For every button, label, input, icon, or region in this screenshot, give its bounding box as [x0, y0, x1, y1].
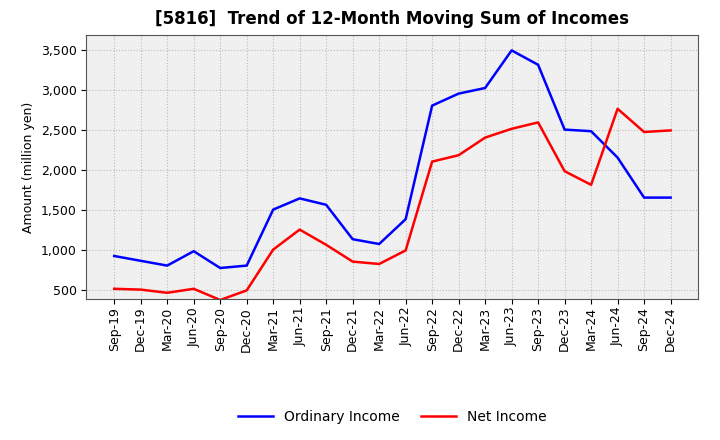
Line: Net Income: Net Income [114, 109, 670, 300]
Net Income [481, 135, 490, 140]
Ordinary Income [189, 249, 198, 254]
Ordinary Income [110, 253, 119, 259]
Ordinary Income [428, 103, 436, 108]
Ordinary Income [269, 207, 277, 212]
Ordinary Income [587, 128, 595, 134]
Net Income [560, 169, 569, 174]
Net Income [322, 242, 330, 247]
Net Income [110, 286, 119, 291]
Net Income [269, 247, 277, 252]
Ordinary Income [348, 237, 357, 242]
Net Income [216, 297, 225, 303]
Legend: Ordinary Income, Net Income: Ordinary Income, Net Income [233, 404, 552, 429]
Ordinary Income [534, 62, 542, 67]
Ordinary Income [136, 258, 145, 264]
Net Income [136, 287, 145, 292]
Net Income [587, 182, 595, 187]
Net Income [348, 259, 357, 264]
Ordinary Income [295, 196, 304, 201]
Net Income [401, 248, 410, 253]
Ordinary Income [243, 263, 251, 268]
Ordinary Income [454, 91, 463, 96]
Ordinary Income [508, 48, 516, 53]
Net Income [534, 120, 542, 125]
Net Income [640, 129, 649, 135]
Ordinary Income [216, 265, 225, 271]
Net Income [163, 290, 171, 295]
Ordinary Income [401, 216, 410, 222]
Ordinary Income [163, 263, 171, 268]
Ordinary Income [613, 155, 622, 160]
Net Income [295, 227, 304, 232]
Ordinary Income [560, 127, 569, 132]
Net Income [428, 159, 436, 164]
Ordinary Income [322, 202, 330, 207]
Ordinary Income [640, 195, 649, 200]
Net Income [666, 128, 675, 133]
Net Income [375, 261, 384, 267]
Net Income [243, 288, 251, 293]
Ordinary Income [481, 85, 490, 91]
Net Income [454, 153, 463, 158]
Ordinary Income [375, 242, 384, 247]
Title: [5816]  Trend of 12-Month Moving Sum of Incomes: [5816] Trend of 12-Month Moving Sum of I… [156, 10, 629, 28]
Net Income [189, 286, 198, 291]
Line: Ordinary Income: Ordinary Income [114, 51, 670, 268]
Ordinary Income [666, 195, 675, 200]
Y-axis label: Amount (million yen): Amount (million yen) [22, 102, 35, 233]
Net Income [508, 126, 516, 132]
Net Income [613, 106, 622, 111]
